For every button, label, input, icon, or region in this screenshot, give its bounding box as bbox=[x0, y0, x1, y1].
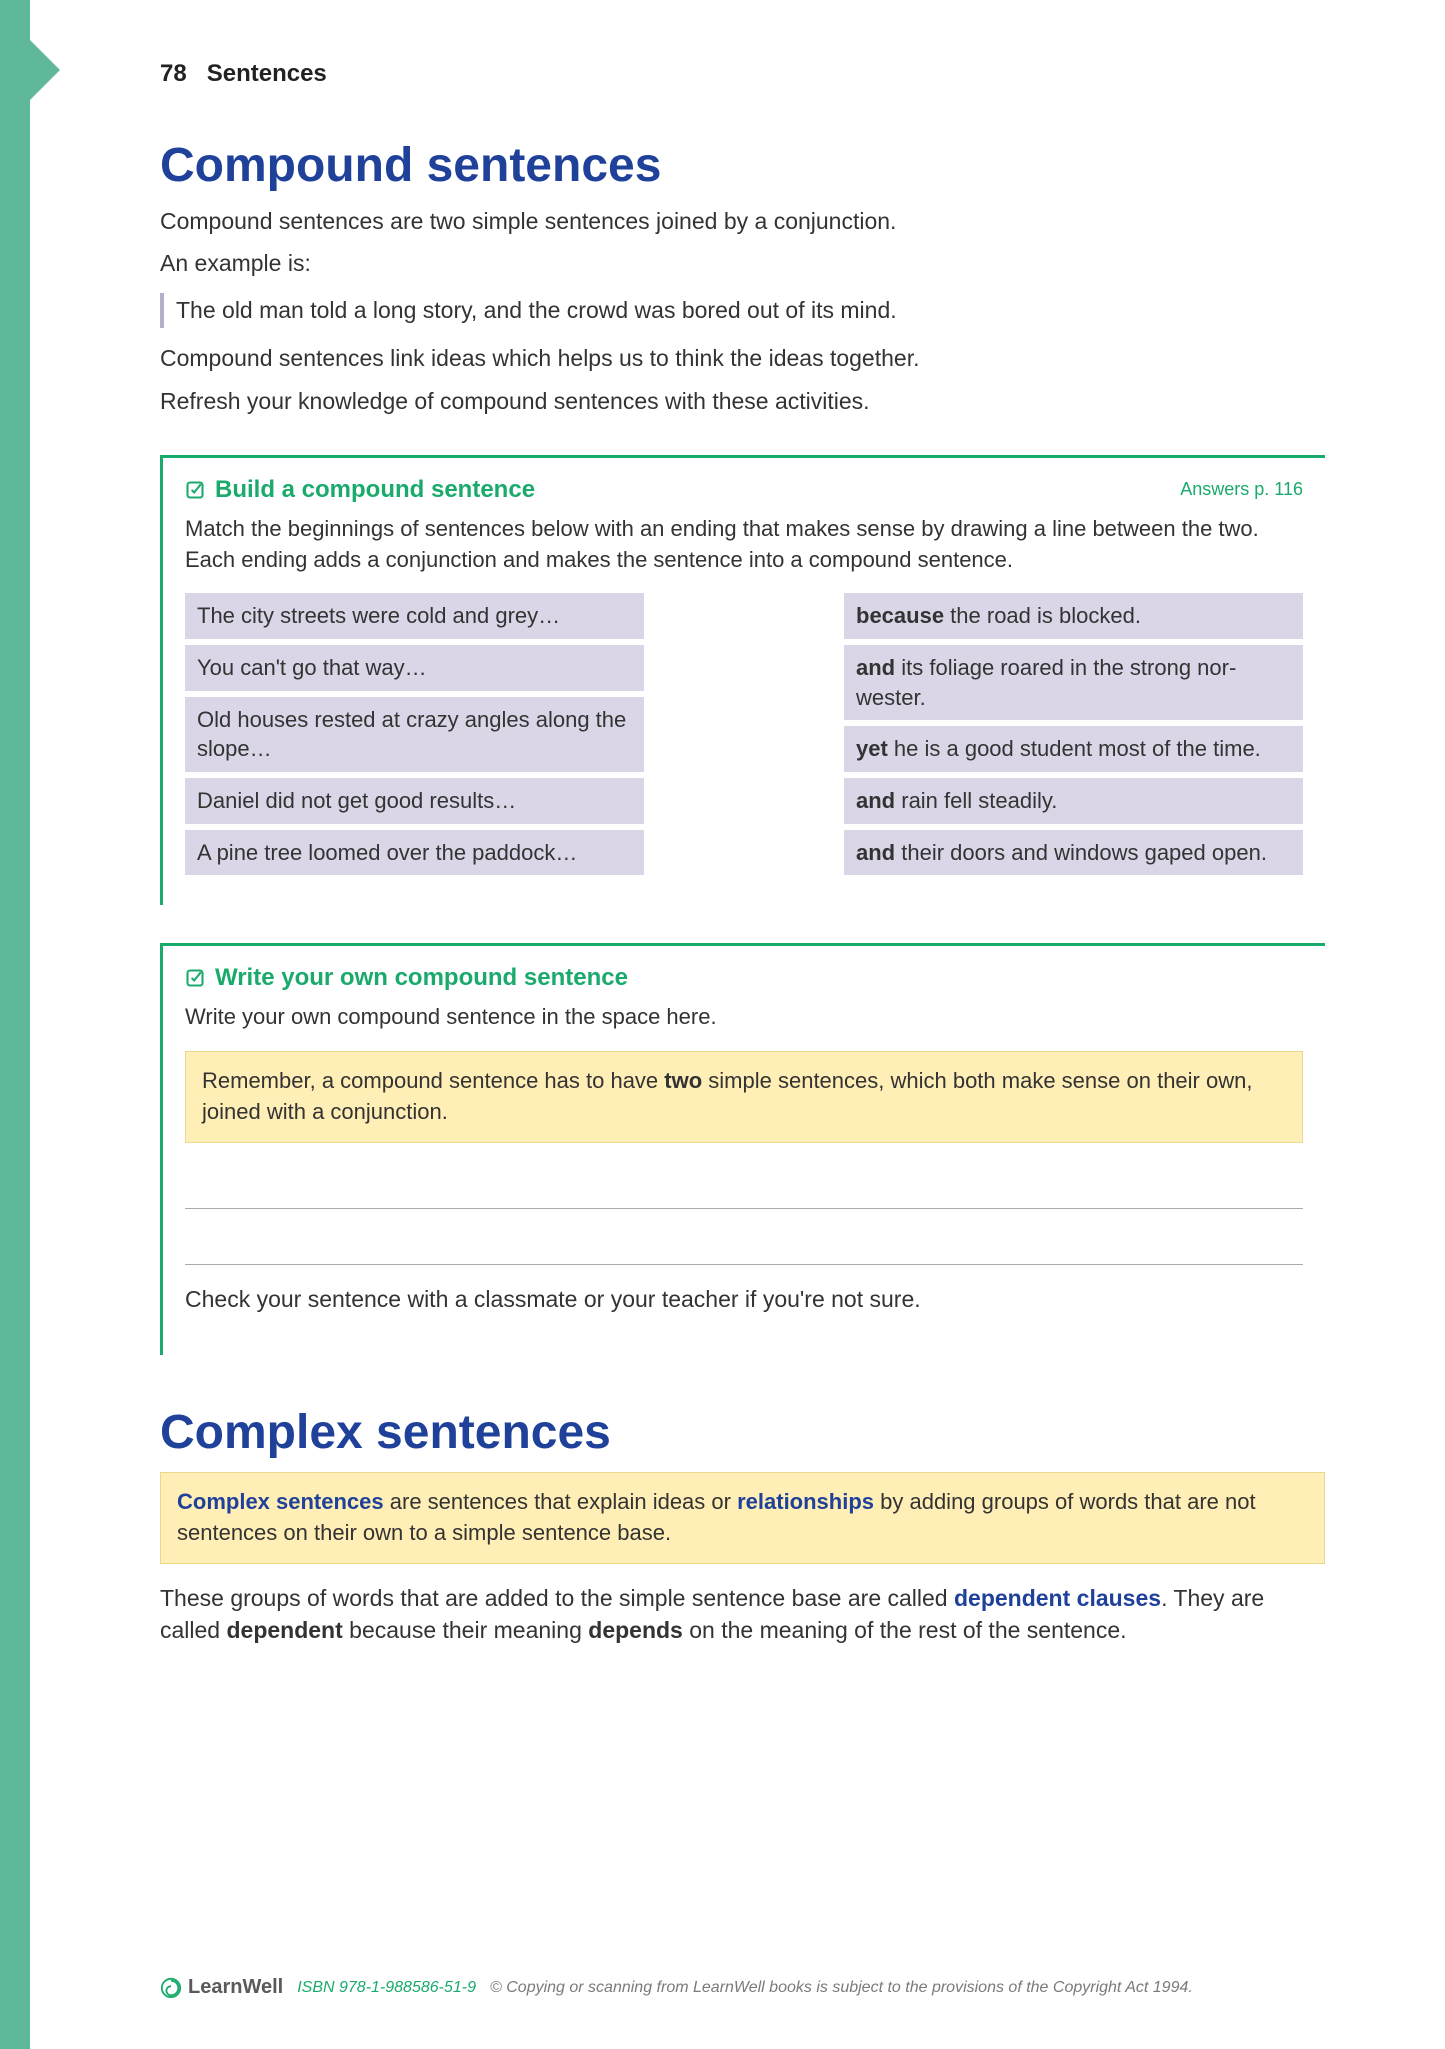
reminder-box: Remember, a compound sentence has to hav… bbox=[185, 1051, 1303, 1143]
checkbox-tick-icon bbox=[185, 480, 205, 500]
match-left-item[interactable]: A pine tree loomed over the paddock… bbox=[185, 830, 644, 876]
keyword: dependent clauses bbox=[954, 1585, 1161, 1611]
complex-paragraph: These groups of words that are added to … bbox=[160, 1582, 1325, 1646]
isbn-text: ISBN 978-1-988586-51-9 bbox=[297, 1979, 476, 1997]
page-number: 78 bbox=[160, 60, 187, 87]
matching-grid: The city streets were cold and grey… You… bbox=[185, 593, 1303, 875]
match-left-item[interactable]: The city streets were cold and grey… bbox=[185, 593, 644, 639]
activity-title: Build a compound sentence bbox=[215, 476, 535, 504]
complex-definition-box: Complex sentences are sentences that exp… bbox=[160, 1472, 1325, 1564]
write-input-line[interactable] bbox=[185, 1161, 1303, 1209]
intro-text: An example is: bbox=[160, 247, 1325, 279]
page-footer: LearnWell ISBN 978-1-988586-51-9 © Copyi… bbox=[160, 1976, 1325, 1999]
intro-text: Compound sentences link ideas which help… bbox=[160, 342, 1325, 374]
match-left-item[interactable]: Old houses rested at crazy angles along … bbox=[185, 697, 644, 772]
page-tab-arrow-icon bbox=[30, 40, 60, 100]
page: 78 Sentences Compound sentences Compound… bbox=[0, 0, 1445, 2049]
match-right-item[interactable]: and its foliage roared in the strong nor… bbox=[844, 645, 1303, 720]
heading-compound: Compound sentences bbox=[160, 138, 1325, 193]
brand-name: LearnWell bbox=[188, 1976, 283, 1999]
activity-header: Build a compound sentence Answers p. 116 bbox=[185, 476, 1303, 504]
match-column-right: because the road is blocked. and its fol… bbox=[844, 593, 1303, 875]
para-text: These groups of words that are added to … bbox=[160, 1585, 954, 1611]
activity-build-compound: Build a compound sentence Answers p. 116… bbox=[160, 455, 1325, 906]
activity-write-own: Write your own compound sentence Write y… bbox=[160, 943, 1325, 1355]
intro-text: Refresh your knowledge of compound sente… bbox=[160, 385, 1325, 417]
keyword: relationships bbox=[737, 1489, 874, 1514]
swirl-icon bbox=[160, 1977, 182, 1999]
def-text: are sentences that explain ideas or bbox=[384, 1489, 737, 1514]
copyright-text: © Copying or scanning from LearnWell boo… bbox=[490, 1979, 1193, 1997]
check-instruction: Check your sentence with a classmate or … bbox=[185, 1283, 1303, 1315]
activity-header: Write your own compound sentence bbox=[185, 964, 1303, 992]
match-right-item[interactable]: yet he is a good student most of the tim… bbox=[844, 726, 1303, 772]
activity-instruction: Match the beginnings of sentences below … bbox=[185, 514, 1303, 576]
match-right-item[interactable]: and rain fell steadily. bbox=[844, 778, 1303, 824]
checkbox-tick-icon bbox=[185, 968, 205, 988]
reminder-bold: two bbox=[664, 1068, 702, 1093]
ending-text: rain fell steadily. bbox=[895, 788, 1057, 813]
reminder-text: Remember, a compound sentence has to hav… bbox=[202, 1068, 664, 1093]
ending-text: he is a good student most of the time. bbox=[888, 736, 1261, 761]
bold-term: depends bbox=[588, 1617, 683, 1643]
intro-text: Compound sentences are two simple senten… bbox=[160, 205, 1325, 237]
match-left-item[interactable]: You can't go that way… bbox=[185, 645, 644, 691]
match-right-item[interactable]: because the road is blocked. bbox=[844, 593, 1303, 639]
activity-title: Write your own compound sentence bbox=[215, 964, 628, 992]
ending-text: the road is blocked. bbox=[944, 603, 1141, 628]
ending-text: its foliage roared in the strong nor-wes… bbox=[856, 655, 1236, 710]
example-quote: The old man told a long story, and the c… bbox=[160, 293, 1325, 328]
heading-complex: Complex sentences bbox=[160, 1405, 1325, 1460]
conjunction: and bbox=[856, 788, 895, 813]
side-accent-bar bbox=[0, 0, 30, 2049]
write-input-line[interactable] bbox=[185, 1217, 1303, 1265]
para-text: because their meaning bbox=[343, 1617, 589, 1643]
conjunction: and bbox=[856, 655, 895, 680]
answers-reference: Answers p. 116 bbox=[1180, 479, 1303, 500]
bold-term: dependent bbox=[226, 1617, 342, 1643]
running-header: 78 Sentences bbox=[160, 60, 1325, 88]
activity-instruction: Write your own compound sentence in the … bbox=[185, 1002, 1303, 1033]
conjunction: because bbox=[856, 603, 944, 628]
para-text: on the meaning of the rest of the senten… bbox=[683, 1617, 1127, 1643]
conjunction: and bbox=[856, 840, 895, 865]
match-column-left: The city streets were cold and grey… You… bbox=[185, 593, 644, 875]
match-left-item[interactable]: Daniel did not get good results… bbox=[185, 778, 644, 824]
section-name: Sentences bbox=[207, 60, 327, 87]
conjunction: yet bbox=[856, 736, 888, 761]
brand-logo: LearnWell bbox=[160, 1976, 283, 1999]
ending-text: their doors and windows gaped open. bbox=[895, 840, 1267, 865]
keyword: Complex sentences bbox=[177, 1489, 384, 1514]
match-right-item[interactable]: and their doors and windows gaped open. bbox=[844, 830, 1303, 876]
